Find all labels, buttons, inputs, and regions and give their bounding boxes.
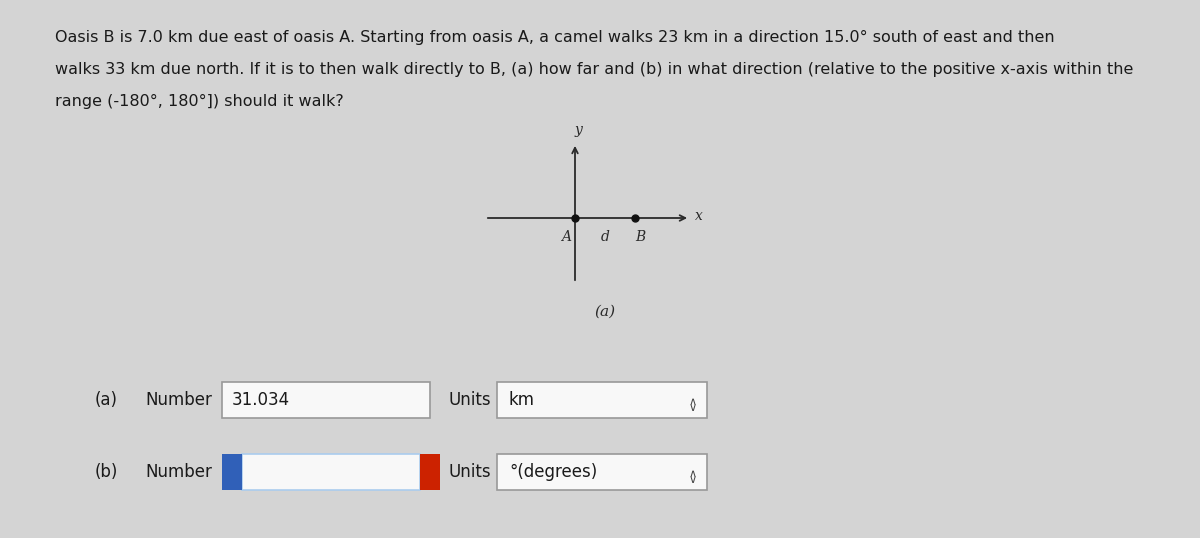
Text: ∧: ∧ (689, 469, 697, 479)
Text: ∨: ∨ (689, 475, 697, 485)
Text: (a): (a) (95, 391, 118, 409)
Text: °(degrees): °(degrees) (509, 463, 598, 481)
Text: (b): (b) (95, 463, 119, 481)
Text: y: y (574, 123, 582, 137)
Text: d: d (600, 230, 610, 244)
Text: Oasis B is 7.0 km due east of oasis A. Starting from oasis A, a camel walks 23 k: Oasis B is 7.0 km due east of oasis A. S… (55, 30, 1055, 45)
Text: Units: Units (448, 463, 491, 481)
Bar (497, 382, 707, 418)
Bar (420, 454, 440, 490)
Text: walks 33 km due north. If it is to then walk directly to B, (a) how far and (b) : walks 33 km due north. If it is to then … (55, 62, 1133, 77)
Text: 31.034: 31.034 (232, 391, 290, 409)
Text: (a): (a) (594, 305, 616, 319)
Text: ∧: ∧ (689, 397, 697, 407)
Text: Number: Number (145, 463, 212, 481)
Text: A: A (562, 230, 571, 244)
Text: x: x (695, 209, 703, 223)
Text: i: i (230, 465, 234, 478)
Bar (242, 454, 420, 490)
Bar (222, 454, 242, 490)
Text: Number: Number (145, 391, 212, 409)
Text: Units: Units (448, 391, 491, 409)
Text: km: km (509, 391, 535, 409)
Text: B: B (635, 230, 646, 244)
Bar (222, 382, 430, 418)
Bar (497, 454, 707, 490)
Text: range (-180°, 180°]) should it walk?: range (-180°, 180°]) should it walk? (55, 94, 343, 109)
Text: ∨: ∨ (689, 403, 697, 413)
Text: !: ! (427, 465, 433, 478)
